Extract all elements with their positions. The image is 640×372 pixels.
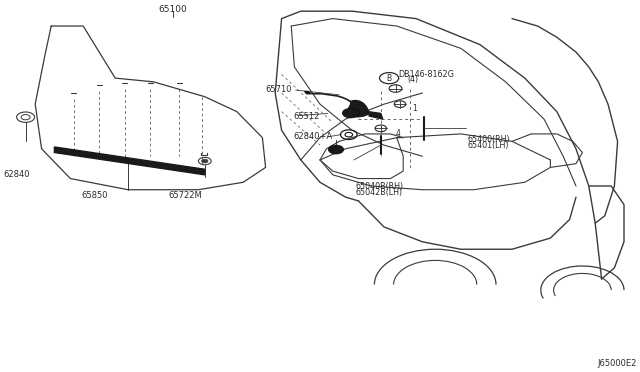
Text: 65400(RH): 65400(RH) [467,135,510,144]
Text: 4: 4 [396,129,401,138]
Text: 65512: 65512 [293,112,319,121]
Text: DB146-8162G: DB146-8162G [398,70,454,79]
Polygon shape [368,112,383,119]
Text: 65710: 65710 [266,85,292,94]
Text: B: B [387,74,392,83]
Circle shape [202,159,208,163]
Polygon shape [54,147,205,175]
Text: (4): (4) [408,76,419,84]
Text: 65722M: 65722M [169,191,202,200]
Text: 65042B(LH): 65042B(LH) [355,188,403,197]
Text: 65100: 65100 [159,5,187,14]
Polygon shape [349,100,369,117]
Text: 62840+A: 62840+A [293,132,332,141]
Polygon shape [305,92,310,94]
Text: 65040B(RH): 65040B(RH) [355,182,403,191]
Text: 1: 1 [412,104,417,113]
Text: 65401(LH): 65401(LH) [467,141,509,150]
Text: J65000E2: J65000E2 [597,359,637,368]
Text: 65850: 65850 [81,191,108,200]
Circle shape [342,108,359,118]
Circle shape [328,145,344,154]
Text: 62840: 62840 [4,170,30,179]
